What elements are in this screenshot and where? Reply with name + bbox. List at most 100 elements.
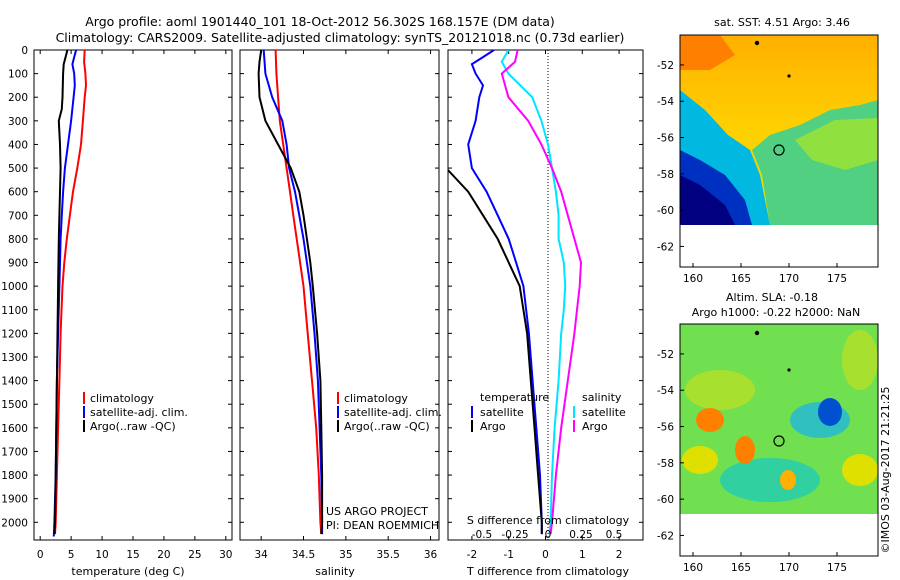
depth-tick-label: 2000 [1,517,28,529]
depth-tick-label: 1900 [1,494,28,506]
legend-label-satellite: satellite-adj. clim. [344,406,442,419]
x-tick-label: 15 [126,549,139,561]
x-tick-label: 20 [157,549,170,561]
salinity-panel-frame [239,49,440,541]
map-lat-label: -56 [657,133,674,145]
x-tick-label: 35 [339,549,352,561]
s-tick-label: 0.5 [606,529,623,541]
map-lon-label: 170 [779,273,799,285]
map-lon-label: 165 [731,273,751,285]
temperature-legend: climatology satellite-adj. clim. Argo(..… [83,392,188,433]
x-tick-label: 35.5 [376,549,399,561]
depth-tick-label: 1700 [1,446,28,458]
sla-high-anomaly [780,470,796,490]
s-tick-label: -0.25 [501,529,528,541]
sla-patch [842,330,878,390]
sla-patch [685,370,755,410]
sla-map-title-line1: Altim. SLA: -0.18 [726,291,818,304]
x-tick-labels: 0 5 10 15 20 25 30 34 34.5 35 35.5 36 -2 -1 0 1 2 [37,549,623,561]
map-lat-label: -58 [657,458,674,470]
sst-orange-patch [680,35,735,70]
depth-tick-label: 800 [8,234,28,246]
series-line-argo-raw-qc- [257,50,324,535]
difference-curves [448,50,583,535]
sla-map-frame [679,323,879,557]
depth-axis-labels: 0 100 200 300 400 500 600 700 800 900 1000 1100 1200… [1,45,28,529]
x-tick-label: 30 [219,549,232,561]
project-annotation: US ARGO PROJECT [326,505,428,518]
x-tick-label: 0 [542,549,549,561]
tick-marks [34,49,643,540]
x-tick-label: -2 [467,549,477,561]
map-lat-label: -60 [657,205,674,217]
x-tick-label: 34.5 [292,549,315,561]
map-lon-label: 160 [683,562,703,574]
legend-label-t-satellite: satellite [480,406,524,419]
sla-low-anomaly [818,398,842,426]
s-tick-label: 0.25 [569,529,592,541]
x-tick-label: 25 [188,549,201,561]
x-tick-label: 36 [424,549,438,561]
sla-patch [720,458,820,502]
map-lat-label: -62 [657,241,674,253]
temperature-curves [52,50,88,537]
sst-coldest-region [680,175,735,225]
legend-label-climatology: climatology [90,392,154,405]
t-difference-axis-label: T difference from climatology [466,565,629,578]
s-difference-axis-label: S difference from climatology [467,514,630,527]
map-lat-label: -54 [657,96,674,108]
sla-reference-dot [787,368,791,372]
depth-tick-label: 200 [8,92,28,104]
legend-label-argo: Argo(..raw -QC) [90,420,176,433]
map-lat-label: -56 [657,422,674,434]
series-line-salinity-satellite [500,50,567,535]
map-lon-label: 175 [827,273,847,285]
sst-yellowgreen-region [795,118,878,170]
sst-map-frame [679,34,879,268]
sst-nodata-band [680,225,878,270]
depth-tick-label: 1400 [1,376,28,388]
legend-label-s-argo: Argo [582,420,608,433]
depth-tick-label: 1500 [1,399,28,411]
difference-legend: temperature satellite Argo salinity sate… [471,391,626,433]
difference-panel-frame [447,49,644,541]
header-line2: Climatology: CARS2009. Satellite-adjuste… [56,30,625,45]
x-tick-label: -1 [503,549,513,561]
legend-label-climatology: climatology [344,392,408,405]
depth-tick-label: 1000 [1,281,28,293]
temperature-axis-label: temperature (deg C) [71,565,184,578]
depth-tick-label: 1300 [1,352,28,364]
depth-tick-label: 1100 [1,305,28,317]
depth-tick-label: 0 [21,45,28,57]
x-tick-label: 34 [254,549,268,561]
series-line-temperature-satellite [467,50,543,535]
series-line-satellite-adj-clim- [262,50,324,535]
depth-tick-label: 1200 [1,328,28,340]
sla-map-title-line2: Argo h1000: -0.22 h2000: NaN [692,306,861,319]
depth-tick-label: 300 [8,116,28,128]
sst-reference-dot [754,40,760,46]
depth-tick-label: 100 [8,69,28,81]
series-line-temperature-argo [448,168,543,535]
sst-map-field [680,35,878,270]
depth-tick-label: 600 [8,187,28,199]
x-tick-label: 5 [68,549,75,561]
sla-nodata-band [680,514,878,559]
salinity-legend: climatology satellite-adj. clim. Argo(..… [326,392,442,532]
depth-tick-label: 500 [8,163,28,175]
legend-label-t-argo: Argo [480,420,506,433]
s-tick-label: 0 [545,529,552,541]
salinity-curves [257,50,324,535]
legend-label-argo: Argo(..raw -QC) [344,420,430,433]
map-lon-label: 170 [779,562,799,574]
x-tick-label: 2 [616,549,623,561]
depth-tick-label: 900 [8,258,28,270]
depth-tick-label: 1800 [1,470,28,482]
s-tick-label: -0.5 [472,529,493,541]
sla-high-anomaly [696,408,724,432]
sla-patch [682,446,718,474]
pi-annotation: PI: DEAN ROEMMICH [326,519,439,532]
s-difference-ticks: -0.5 -0.25 0 0.25 0.5 [472,529,623,541]
salinity-axis-label: salinity [315,565,355,578]
